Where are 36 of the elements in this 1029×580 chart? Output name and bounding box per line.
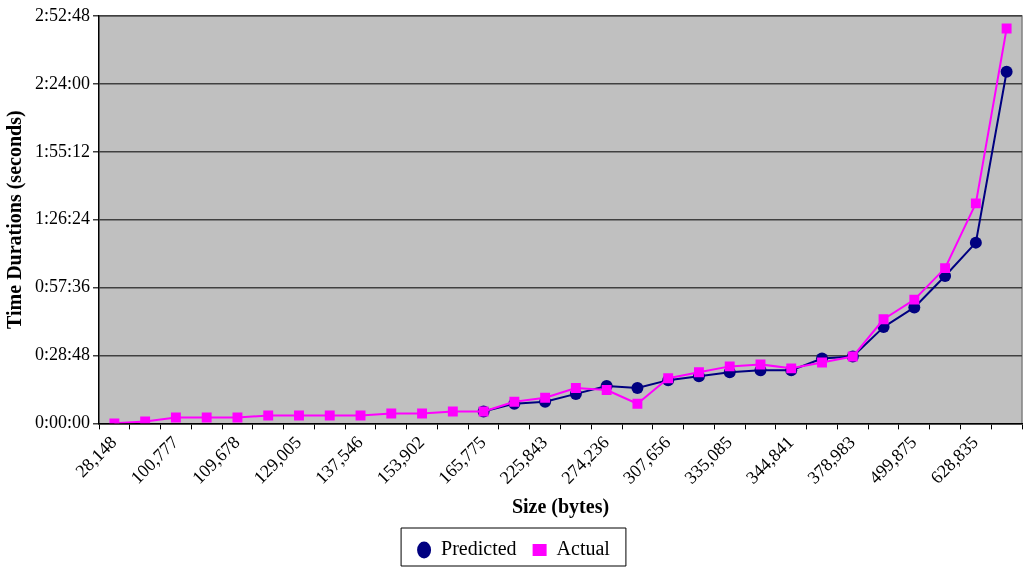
point <box>540 392 551 403</box>
legend-label: Actual <box>556 537 611 560</box>
point <box>263 410 274 421</box>
point <box>294 410 304 421</box>
point <box>878 314 889 325</box>
legend-label: Predicted <box>441 537 517 560</box>
y-tick-label: 2:52:48 <box>34 4 90 25</box>
point <box>386 408 397 419</box>
point <box>140 416 151 424</box>
point <box>632 398 643 409</box>
point <box>570 383 581 393</box>
point <box>631 382 644 394</box>
point <box>1001 23 1012 34</box>
y-tick-label: 0:28:48 <box>34 344 90 365</box>
y-tick-label: 2:24:00 <box>34 72 90 93</box>
x-axis-title: Size (bytes) <box>511 495 610 519</box>
point <box>970 198 981 209</box>
point <box>201 412 212 423</box>
point <box>417 408 427 419</box>
point <box>724 361 735 372</box>
point <box>817 357 827 368</box>
point <box>324 410 335 421</box>
y-tick-label: 1:26:24 <box>34 208 90 229</box>
point <box>909 294 920 305</box>
point <box>1000 65 1013 78</box>
point <box>755 359 766 370</box>
point <box>447 406 458 417</box>
y-tick-label: 1:55:12 <box>34 140 90 161</box>
y-axis-title: Time Durations (seconds) <box>3 110 27 329</box>
point <box>940 263 951 274</box>
point <box>969 236 982 249</box>
y-tick-label: 0:00:00 <box>34 412 90 433</box>
point <box>694 367 704 378</box>
y-tick-label: 0:57:36 <box>34 276 90 297</box>
point <box>601 385 612 395</box>
point <box>170 412 181 423</box>
